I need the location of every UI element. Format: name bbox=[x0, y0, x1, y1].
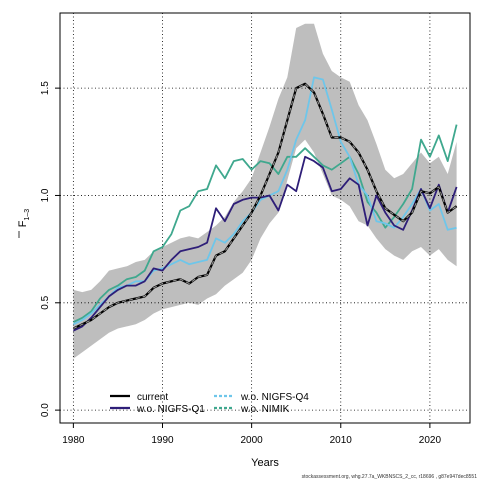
series-layer bbox=[72, 76, 458, 332]
confidence-band bbox=[73, 23, 457, 359]
axis-layer: 1980 1990 2000 2010 2020 0.0 0.5 1.0 1.5 bbox=[40, 81, 441, 446]
y-axis-title-subscript: 1–3 bbox=[24, 209, 31, 221]
y-tick-label: 0.0 bbox=[40, 403, 51, 417]
y-tick-label: 1.5 bbox=[40, 81, 51, 95]
legend-label-w-o-nimik: w.o. NIMIK bbox=[240, 404, 290, 415]
y-tick-label: 1.0 bbox=[40, 188, 51, 202]
legend-label-w-o-nigfs-q4: w.o. NIGFS-Q4 bbox=[240, 392, 309, 403]
y-tick-label: 0.5 bbox=[40, 295, 51, 309]
x-tick-label: 2010 bbox=[330, 435, 353, 446]
confidence-band-layer bbox=[73, 23, 457, 359]
x-tick-label: 2000 bbox=[241, 435, 264, 446]
legend-label-current: current bbox=[137, 392, 168, 403]
y-axis-title-main: F bbox=[17, 220, 29, 227]
footer-credit: stockassessment.org, whg.27.7a_WKBNSCS_2… bbox=[302, 474, 478, 480]
x-axis-title: Years bbox=[251, 457, 279, 469]
y-axis-title: F1–3 bbox=[17, 209, 31, 228]
x-tick-label: 1980 bbox=[62, 435, 85, 446]
legend-label-w-o-nigfs-q1: w.o. NIGFS-Q1 bbox=[136, 404, 205, 415]
series-line-w-o-nigfs-q1 bbox=[73, 155, 458, 332]
x-tick-label: 1990 bbox=[151, 435, 174, 446]
series-line-current-overlay bbox=[73, 83, 457, 329]
series-line-w-o-nigfs-q4 bbox=[73, 76, 457, 326]
x-tick-label: 2020 bbox=[419, 435, 442, 446]
plot-frame bbox=[59, 12, 471, 424]
series-line-w-o-nimik bbox=[73, 124, 458, 323]
